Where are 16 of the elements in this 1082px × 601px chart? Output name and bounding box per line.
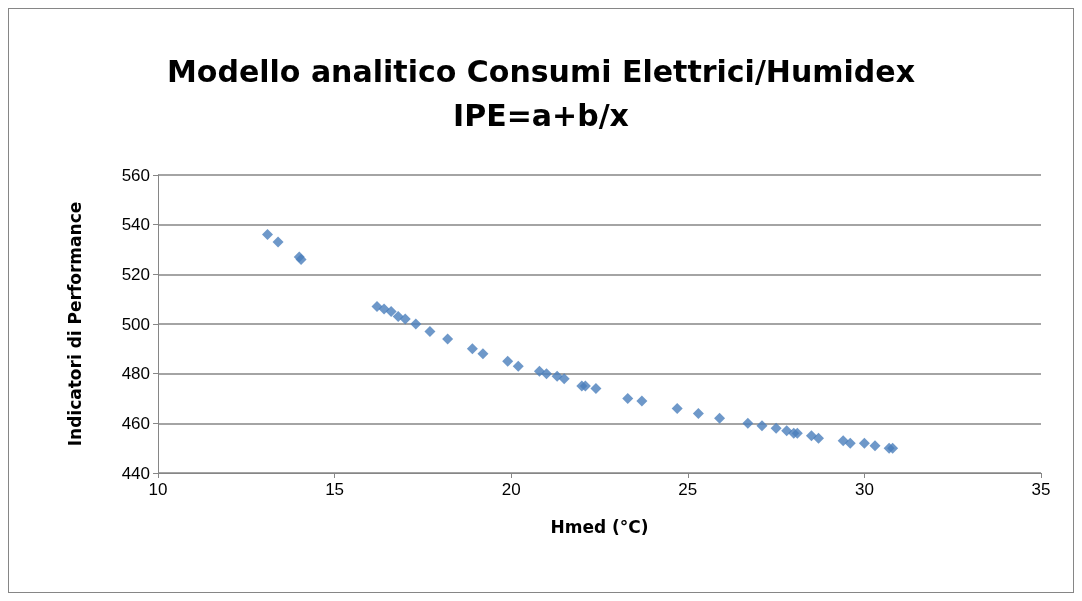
x-tick-label: 35: [1031, 480, 1051, 499]
x-tick-label: 30: [854, 480, 874, 499]
y-tick-label: 480: [121, 364, 150, 384]
x-tick-label: 20: [501, 480, 521, 499]
y-tick-label: 460: [121, 413, 150, 433]
y-tick-label: 520: [121, 264, 150, 284]
x-axis-title: Hmed (°C): [550, 516, 649, 537]
x-tick-label: 25: [678, 480, 698, 499]
chart-title: Modello analitico Consumi Elettrici/Humidex IPE=a+b/x: [166, 53, 916, 133]
y-tick-label: 540: [121, 215, 150, 235]
x-tick-label: 10: [148, 480, 168, 499]
y-axis-title: Indicatori di Performance: [64, 201, 85, 447]
y-tick-label: 560: [121, 165, 150, 185]
y-tick-label: 440: [121, 463, 150, 483]
y-tick-label: 500: [121, 314, 150, 334]
x-tick-label: 15: [325, 480, 345, 499]
